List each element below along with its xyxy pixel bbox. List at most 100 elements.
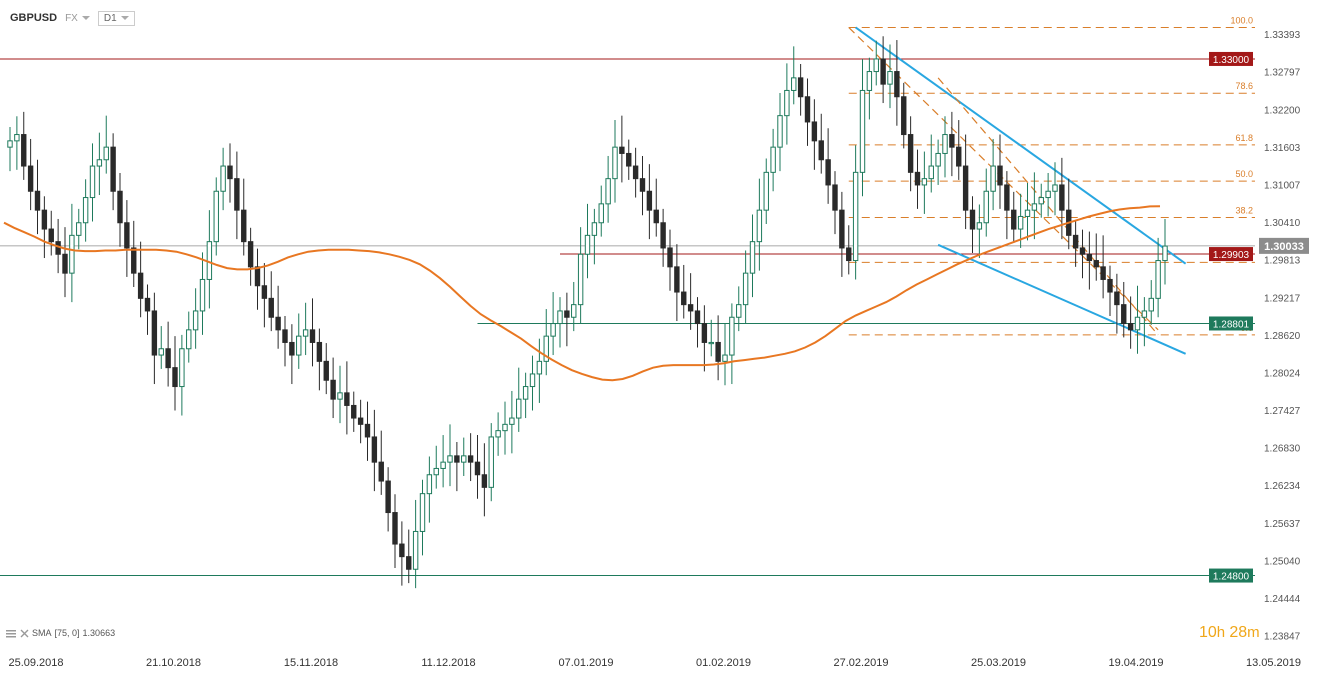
- candle-body[interactable]: [41, 209, 48, 230]
- candle-body[interactable]: [433, 467, 439, 476]
- candle-body[interactable]: [110, 146, 116, 192]
- candle-body[interactable]: [777, 115, 783, 148]
- candle-body[interactable]: [667, 247, 673, 268]
- candle-body[interactable]: [137, 272, 144, 299]
- candle-body[interactable]: [419, 493, 426, 532]
- candle-body[interactable]: [942, 134, 948, 154]
- sma-line[interactable]: [3, 205, 1161, 382]
- market-selector[interactable]: FX: [65, 13, 90, 24]
- candle-body[interactable]: [1155, 260, 1161, 299]
- candle-body[interactable]: [337, 392, 343, 400]
- candle-body[interactable]: [687, 304, 694, 312]
- candle-body[interactable]: [605, 178, 611, 205]
- candle-body[interactable]: [976, 222, 983, 230]
- candle-body[interactable]: [894, 71, 900, 98]
- candle-body[interactable]: [914, 171, 921, 186]
- candle-body[interactable]: [639, 178, 646, 192]
- candle-body[interactable]: [371, 436, 378, 463]
- candle-body[interactable]: [564, 310, 570, 318]
- candle-body[interactable]: [241, 209, 247, 243]
- candle-body[interactable]: [818, 140, 824, 161]
- channel-line-upper[interactable]: [848, 27, 1159, 331]
- candle-body[interactable]: [529, 373, 536, 388]
- candle-body[interactable]: [96, 159, 103, 167]
- candle-body[interactable]: [27, 165, 34, 192]
- candle-body[interactable]: [811, 121, 818, 142]
- candle-body[interactable]: [997, 165, 1003, 186]
- candle-body[interactable]: [921, 178, 928, 186]
- candle-body[interactable]: [289, 341, 295, 356]
- candle-body[interactable]: [1134, 316, 1141, 331]
- candle-body[interactable]: [509, 417, 515, 425]
- candle-body[interactable]: [653, 209, 659, 224]
- candle-body[interactable]: [124, 222, 130, 249]
- candle-body[interactable]: [577, 253, 584, 306]
- candle-body[interactable]: [117, 190, 123, 224]
- candle-body[interactable]: [674, 266, 680, 293]
- candle-body[interactable]: [199, 278, 206, 312]
- candle-body[interactable]: [1072, 234, 1079, 249]
- candle-body[interactable]: [268, 297, 274, 318]
- candle-body[interactable]: [536, 360, 543, 375]
- candle-body[interactable]: [1086, 253, 1093, 262]
- candle-body[interactable]: [399, 543, 405, 558]
- candle-body[interactable]: [1100, 266, 1106, 280]
- candle-body[interactable]: [928, 165, 934, 180]
- candle-body[interactable]: [1052, 184, 1058, 192]
- candle-body[interactable]: [839, 209, 845, 249]
- trendline-upper[interactable]: [855, 26, 1187, 265]
- candle-body[interactable]: [406, 556, 412, 570]
- candle-body[interactable]: [151, 310, 158, 356]
- candle-body[interactable]: [392, 512, 398, 545]
- candle-body[interactable]: [591, 222, 598, 236]
- candle-body[interactable]: [69, 234, 75, 274]
- candle-body[interactable]: [516, 398, 522, 419]
- candle-body[interactable]: [357, 417, 364, 425]
- candle-body[interactable]: [852, 171, 859, 262]
- candle-body[interactable]: [832, 184, 838, 211]
- candle-body[interactable]: [1011, 209, 1017, 230]
- candle-body[interactable]: [956, 146, 962, 167]
- candle-body[interactable]: [749, 241, 756, 274]
- candle-body[interactable]: [1024, 209, 1031, 217]
- candle-body[interactable]: [34, 190, 41, 211]
- candle-body[interactable]: [1004, 184, 1010, 211]
- candle-body[interactable]: [701, 323, 708, 343]
- candle-body[interactable]: [1093, 260, 1099, 268]
- candle-body[interactable]: [729, 316, 735, 356]
- candle-body[interactable]: [247, 241, 254, 268]
- candle-body[interactable]: [378, 461, 384, 482]
- candle-body[interactable]: [1031, 203, 1038, 211]
- candle-body[interactable]: [742, 272, 749, 306]
- candle-body[interactable]: [763, 171, 769, 211]
- candle-body[interactable]: [550, 323, 556, 337]
- candle-body[interactable]: [1079, 247, 1086, 255]
- candle-body[interactable]: [192, 310, 199, 331]
- candle-body[interactable]: [756, 209, 763, 243]
- candle-body[interactable]: [584, 234, 591, 255]
- candle-body[interactable]: [426, 474, 433, 495]
- candle-body[interactable]: [626, 152, 632, 167]
- candle-body[interactable]: [309, 329, 316, 343]
- candle-body[interactable]: [254, 266, 261, 287]
- candle-body[interactable]: [481, 474, 488, 488]
- candle-body[interactable]: [14, 134, 20, 142]
- candle-body[interactable]: [797, 77, 804, 98]
- candle-body[interactable]: [1107, 278, 1113, 293]
- candle-body[interactable]: [234, 178, 240, 211]
- candle-body[interactable]: [412, 530, 419, 570]
- candle-body[interactable]: [447, 455, 453, 463]
- candle-body[interactable]: [1059, 184, 1065, 211]
- candle-body[interactable]: [488, 436, 494, 488]
- candle-body[interactable]: [866, 71, 873, 91]
- candle-body[interactable]: [1017, 215, 1024, 230]
- candle-body[interactable]: [935, 152, 941, 167]
- close-icon[interactable]: [20, 629, 29, 638]
- candle-body[interactable]: [474, 461, 481, 476]
- candle-body[interactable]: [282, 329, 288, 343]
- candle-body[interactable]: [983, 190, 989, 224]
- candle-body[interactable]: [722, 354, 728, 362]
- symbol-label[interactable]: GBPUSD: [10, 12, 58, 24]
- candle-body[interactable]: [440, 461, 446, 469]
